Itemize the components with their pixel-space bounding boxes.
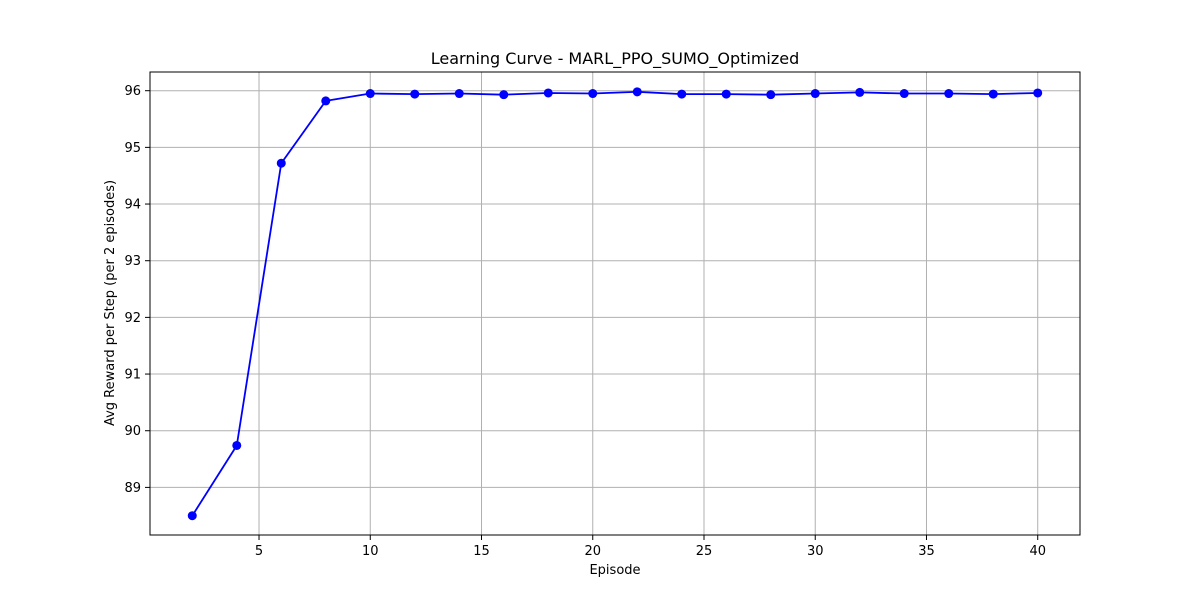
data-point: [187, 511, 197, 521]
data-point: [1033, 88, 1043, 98]
data-point: [588, 89, 598, 99]
y-tick-label: 93: [124, 254, 141, 269]
y-tick-label: 95: [124, 141, 141, 156]
data-point: [899, 89, 909, 99]
x-axis-label: Episode: [589, 563, 640, 578]
x-tick-label: 25: [696, 544, 713, 559]
y-tick-label: 96: [124, 84, 141, 99]
x-tick-label: 35: [918, 544, 935, 559]
data-point: [766, 90, 776, 100]
data-point: [944, 89, 954, 99]
y-tick-label: 91: [124, 368, 141, 383]
y-axis-label: Avg Reward per Step (per 2 episodes): [103, 180, 118, 426]
y-tick-label: 90: [124, 424, 141, 439]
chart-title: Learning Curve - MARL_PPO_SUMO_Optimized: [431, 49, 800, 69]
data-point: [855, 87, 865, 97]
plot-area-background: [150, 72, 1080, 535]
axis-ticks: 5 10 15 20 25 30 35 40 89 90 91 92 93 94 95 96: [124, 84, 1046, 559]
data-point: [988, 89, 998, 99]
x-tick-label: 10: [362, 544, 379, 559]
x-tick-label: 30: [807, 544, 824, 559]
y-tick-label: 89: [124, 481, 141, 496]
data-point: [365, 89, 375, 99]
data-point: [321, 96, 331, 106]
series-line: [191, 90, 1038, 517]
x-tick-label: 20: [584, 544, 601, 559]
data-point: [499, 90, 509, 100]
data-series: [187, 87, 1043, 521]
data-point: [632, 87, 642, 97]
plot-frame: [149, 71, 1081, 536]
x-tick-label: 5: [255, 544, 263, 559]
x-tick-label: 15: [473, 544, 490, 559]
y-tick-label: 94: [124, 198, 141, 213]
data-point: [232, 440, 242, 450]
data-point: [721, 89, 731, 99]
grid-lines: [150, 72, 1080, 535]
data-point: [543, 88, 553, 98]
y-tick-label: 92: [124, 311, 141, 326]
data-point: [410, 89, 420, 99]
data-point: [810, 89, 820, 99]
data-point: [276, 158, 286, 168]
data-point: [677, 89, 687, 99]
x-tick-label: 40: [1029, 544, 1046, 559]
data-point: [454, 89, 464, 99]
